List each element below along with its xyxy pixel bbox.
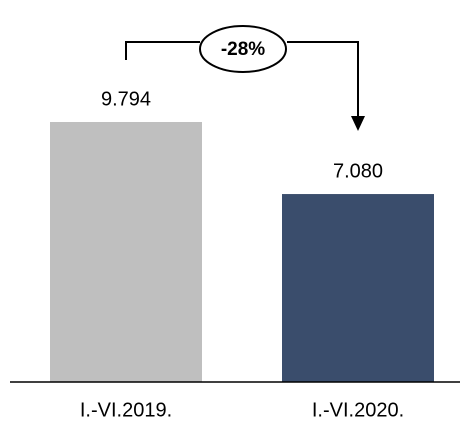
x-tick-label: I.-VI.2020. <box>312 399 404 421</box>
arrow-head <box>351 116 365 131</box>
value-label: 9.794 <box>101 88 151 110</box>
annotation-text: -28% <box>221 39 265 60</box>
bracket-right <box>287 41 359 118</box>
bar <box>282 194 434 382</box>
bar <box>50 122 202 382</box>
annotation-ellipse <box>199 25 287 73</box>
change-annotation: -28% <box>125 25 365 131</box>
bracket-left <box>125 41 200 60</box>
value-label: 7.080 <box>333 160 383 182</box>
x-tick-label: I.-VI.2019. <box>80 399 172 421</box>
